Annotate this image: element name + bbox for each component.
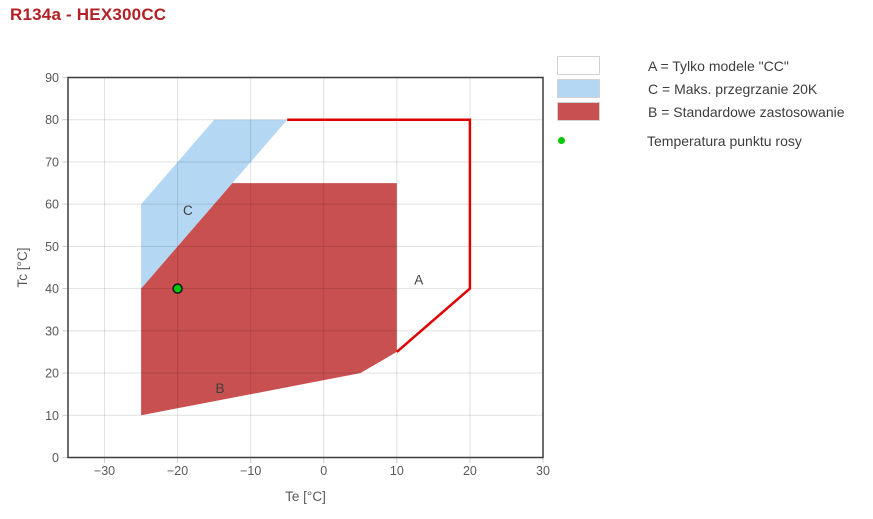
region-b-label: B: [215, 381, 224, 396]
legend-item-label: C = Maks. przegrzanie 20K: [648, 80, 818, 97]
region-a-fill: [232, 119, 470, 352]
x-tick-label: −20: [167, 464, 188, 478]
legend-item-label: B = Standardowe zastosowanie: [648, 103, 845, 120]
x-tick-label: −30: [94, 464, 115, 478]
page-title: R134a - HEX300CC: [10, 5, 167, 24]
legend-item-label: A = Tylko modele "CC": [648, 57, 789, 74]
dew-point-legend-marker-icon: [558, 137, 565, 144]
legend-item-label: Temperatura punktu rosy: [647, 132, 802, 149]
legend: A = Tylko modele "CC" C = Maks. przegrza…: [557, 56, 857, 150]
x-axis-title: Te [°C]: [285, 489, 326, 504]
x-tick-label: 30: [536, 464, 550, 478]
legend-item-region-a: A = Tylko modele "CC": [557, 56, 857, 75]
region-c-fill: [141, 119, 288, 289]
legend-item-region-b: B = Standardowe zastosowanie: [557, 102, 857, 121]
x-tick-label: 20: [463, 464, 477, 478]
y-tick-label: 30: [45, 324, 59, 338]
y-tick-label: 10: [45, 409, 59, 423]
x-tick-label: 10: [390, 464, 404, 478]
y-tick-label: 80: [45, 113, 59, 127]
region-b-fill: [141, 183, 397, 416]
y-tick-label: 50: [45, 240, 59, 254]
y-tick-label: 70: [45, 155, 59, 169]
legend-item-dew-point: Temperatura punktu rosy: [557, 131, 857, 150]
plot-border: [67, 76, 544, 459]
region-a-outline: [287, 118, 472, 353]
region-c-label: C: [183, 203, 193, 218]
x-tick-label: 0: [320, 464, 327, 478]
y-tick-label: 40: [45, 282, 59, 296]
y-axis-title: Tc [°C]: [15, 248, 30, 288]
region-a-label: A: [414, 273, 423, 288]
y-tick-label: 0: [52, 451, 59, 465]
y-tick-label: 20: [45, 367, 59, 381]
region-c-swatch: [557, 79, 600, 98]
legend-item-region-c: C = Maks. przegrzanie 20K: [557, 79, 857, 98]
region-b-swatch: [557, 102, 600, 121]
region-a-swatch: [557, 56, 600, 75]
x-tick-label: −10: [240, 464, 261, 478]
dew-point-marker: [172, 283, 183, 294]
y-tick-label: 60: [45, 198, 59, 212]
y-tick-label: 90: [45, 71, 59, 85]
